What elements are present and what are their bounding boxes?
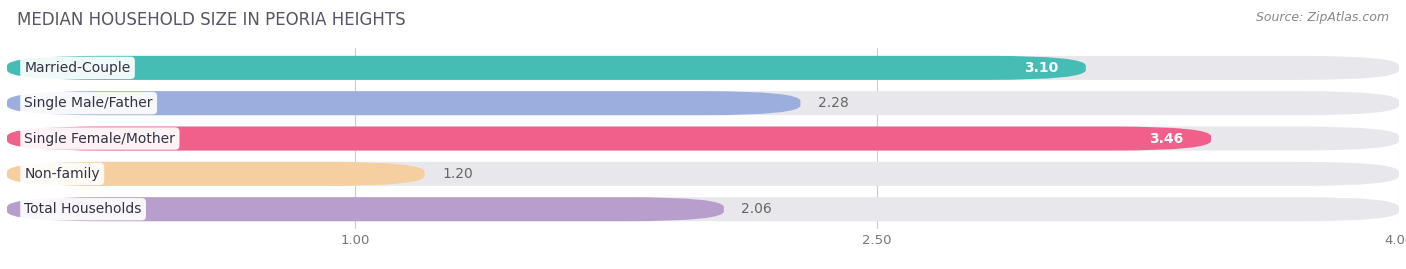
Text: Single Male/Father: Single Male/Father xyxy=(24,96,153,110)
Text: Single Female/Mother: Single Female/Mother xyxy=(24,132,176,146)
Text: 2.06: 2.06 xyxy=(741,202,772,216)
FancyBboxPatch shape xyxy=(7,91,1399,115)
FancyBboxPatch shape xyxy=(7,197,724,221)
FancyBboxPatch shape xyxy=(7,91,800,115)
FancyBboxPatch shape xyxy=(7,126,1399,151)
Text: 3.10: 3.10 xyxy=(1024,61,1057,75)
Text: Source: ZipAtlas.com: Source: ZipAtlas.com xyxy=(1256,11,1389,24)
FancyBboxPatch shape xyxy=(7,197,1399,221)
Text: 1.20: 1.20 xyxy=(441,167,472,181)
Text: Married-Couple: Married-Couple xyxy=(24,61,131,75)
Text: Total Households: Total Households xyxy=(24,202,142,216)
FancyBboxPatch shape xyxy=(7,56,1399,80)
Text: 3.46: 3.46 xyxy=(1149,132,1184,146)
Text: MEDIAN HOUSEHOLD SIZE IN PEORIA HEIGHTS: MEDIAN HOUSEHOLD SIZE IN PEORIA HEIGHTS xyxy=(17,11,405,29)
FancyBboxPatch shape xyxy=(7,162,1399,186)
Text: 2.28: 2.28 xyxy=(818,96,849,110)
FancyBboxPatch shape xyxy=(7,56,1085,80)
Text: Non-family: Non-family xyxy=(24,167,100,181)
FancyBboxPatch shape xyxy=(7,126,1211,151)
FancyBboxPatch shape xyxy=(7,162,425,186)
